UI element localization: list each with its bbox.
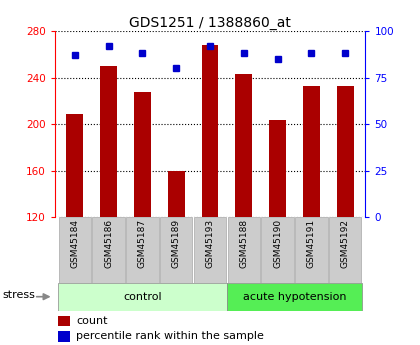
Bar [235,74,252,217]
Bar [194,217,226,283]
Bar [59,217,91,283]
Bar [303,86,320,217]
Title: GDS1251 / 1388860_at: GDS1251 / 1388860_at [129,16,291,30]
Bar [329,217,361,283]
Bar [227,283,362,310]
Text: acute hypotension: acute hypotension [243,292,346,302]
Bar [160,217,192,283]
Bar [134,91,151,217]
Bar [228,217,260,283]
Text: GSM45192: GSM45192 [341,219,349,268]
Text: control: control [123,292,162,302]
Text: percentile rank within the sample: percentile rank within the sample [76,332,264,341]
Bar [100,66,117,217]
Text: GSM45191: GSM45191 [307,219,316,268]
Bar [126,217,159,283]
Bar [66,114,83,217]
Text: GSM45184: GSM45184 [71,219,79,268]
Text: count: count [76,316,108,326]
Bar [58,283,227,310]
Bar [261,217,294,283]
Text: GSM45189: GSM45189 [172,219,181,268]
Bar [168,171,185,217]
Bar [269,119,286,217]
Text: GSM45190: GSM45190 [273,219,282,268]
Text: GSM45186: GSM45186 [104,219,113,268]
Bar [337,86,354,217]
Text: stress: stress [3,290,36,300]
Bar [58,331,70,342]
Text: GSM45193: GSM45193 [205,219,215,268]
Text: GSM45187: GSM45187 [138,219,147,268]
Bar [295,217,328,283]
Bar [58,316,70,326]
Text: GSM45188: GSM45188 [239,219,248,268]
Bar [92,217,125,283]
Bar [202,45,218,217]
